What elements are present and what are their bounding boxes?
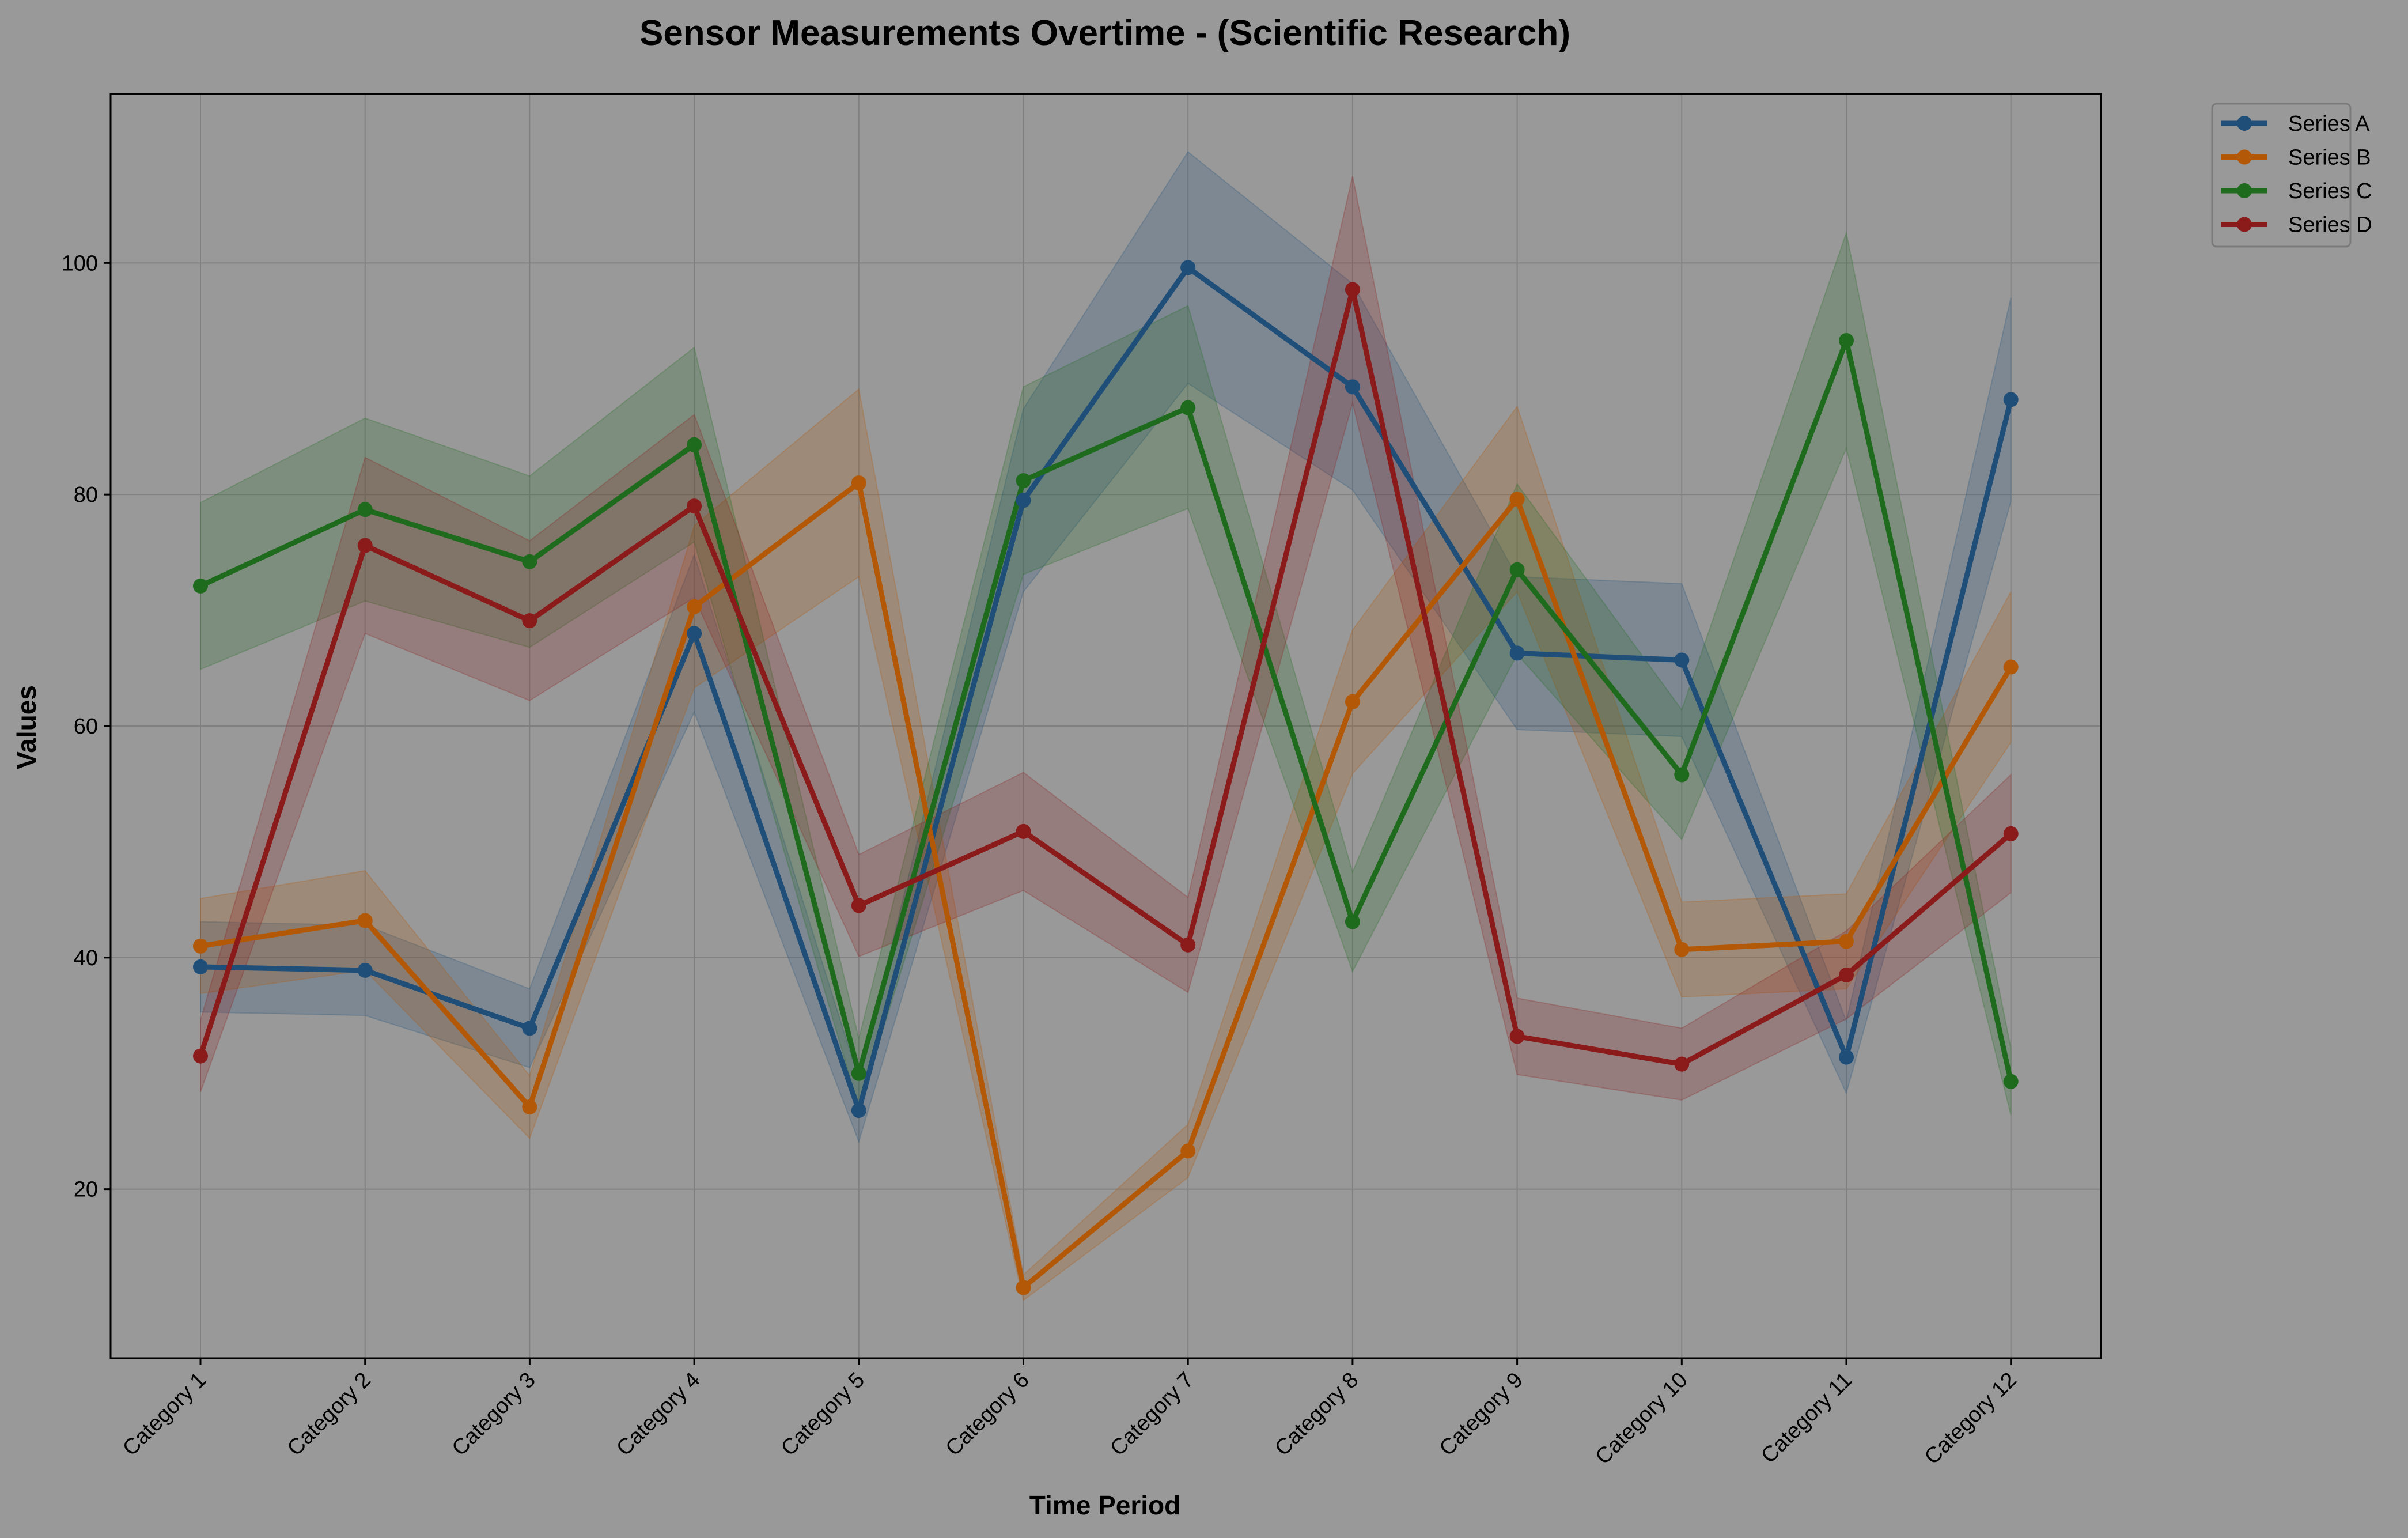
data-point [193,1048,208,1064]
data-point [2003,659,2019,675]
data-point [1180,937,1196,953]
data-point [1180,260,1196,275]
data-point [1674,767,1690,783]
y-axis-label: Values [12,685,41,769]
data-point [687,437,702,452]
data-point [522,1021,537,1036]
data-point [1345,379,1360,395]
confidence-band-series-3 [200,230,2012,1116]
data-point [1839,934,1854,949]
series-line-4 [198,287,2014,1067]
data-point [522,613,537,629]
data-point [1016,1280,1031,1295]
data-point [851,898,866,913]
legend-entry-label: Series C [2288,179,2372,203]
data-point [357,538,373,553]
y-axis-ticks: 20 40 60 80 100 [62,251,111,1202]
data-point [193,938,208,954]
series-points [193,260,2019,1295]
legend-frame [2211,103,2352,248]
y-tick-label: 100 [62,251,98,275]
data-point [851,1103,866,1118]
data-point [357,502,373,517]
data-point [193,959,208,974]
legend-marker [2237,116,2252,131]
legend-marker [2237,149,2252,165]
legend-marker [2237,217,2252,232]
y-tick-label: 60 [74,715,98,739]
data-point [193,578,208,594]
data-point [2003,392,2019,407]
data-point [687,626,702,641]
data-point [1016,493,1031,508]
data-point [2003,826,2019,841]
data-point [1674,652,1690,668]
data-point [1016,473,1031,489]
confidence-band-series-4 [200,176,2012,1101]
data-point [1345,694,1360,709]
data-point [1674,942,1690,957]
data-point [1180,1143,1196,1159]
data-point [2003,1074,2019,1089]
data-point [1509,1029,1525,1044]
data-point [851,475,866,491]
data-point [1509,645,1525,661]
data-point [1839,332,1854,348]
chart-title: Sensor Measurements Overtime - (Scientif… [639,13,1570,53]
y-tick-label: 20 [74,1178,98,1202]
data-point [1180,400,1196,415]
data-point [357,913,373,928]
data-point [687,599,702,615]
data-point [522,1099,537,1115]
legend-entry-label: Series D [2288,213,2372,237]
y-tick-label: 80 [74,483,98,507]
legend-entry-label: Series B [2288,146,2371,170]
y-tick-label: 40 [74,946,98,970]
series-line-2 [198,480,2014,1290]
series-line-3 [198,338,2014,1084]
data-point [522,554,537,569]
x-axis-label: Time Period [1029,1490,1180,1520]
legend-marker [2237,183,2252,198]
legend-entry-label: Series A [2288,112,2370,136]
data-point [1345,914,1360,929]
series-line-1 [198,264,2014,1113]
data-point [1016,823,1031,839]
data-point [687,498,702,514]
legend: Series A Series B Series C Series D [2211,103,2372,248]
data-point [1839,967,1854,982]
data-point [1509,492,1525,507]
data-point [1345,282,1360,297]
data-point [1839,1049,1854,1065]
data-point [357,962,373,978]
data-point [851,1065,866,1081]
data-point [1674,1056,1690,1072]
series-lines [198,264,2014,1290]
data-point [1509,562,1525,577]
plot-area [109,93,2102,1359]
grid [111,94,2101,1358]
